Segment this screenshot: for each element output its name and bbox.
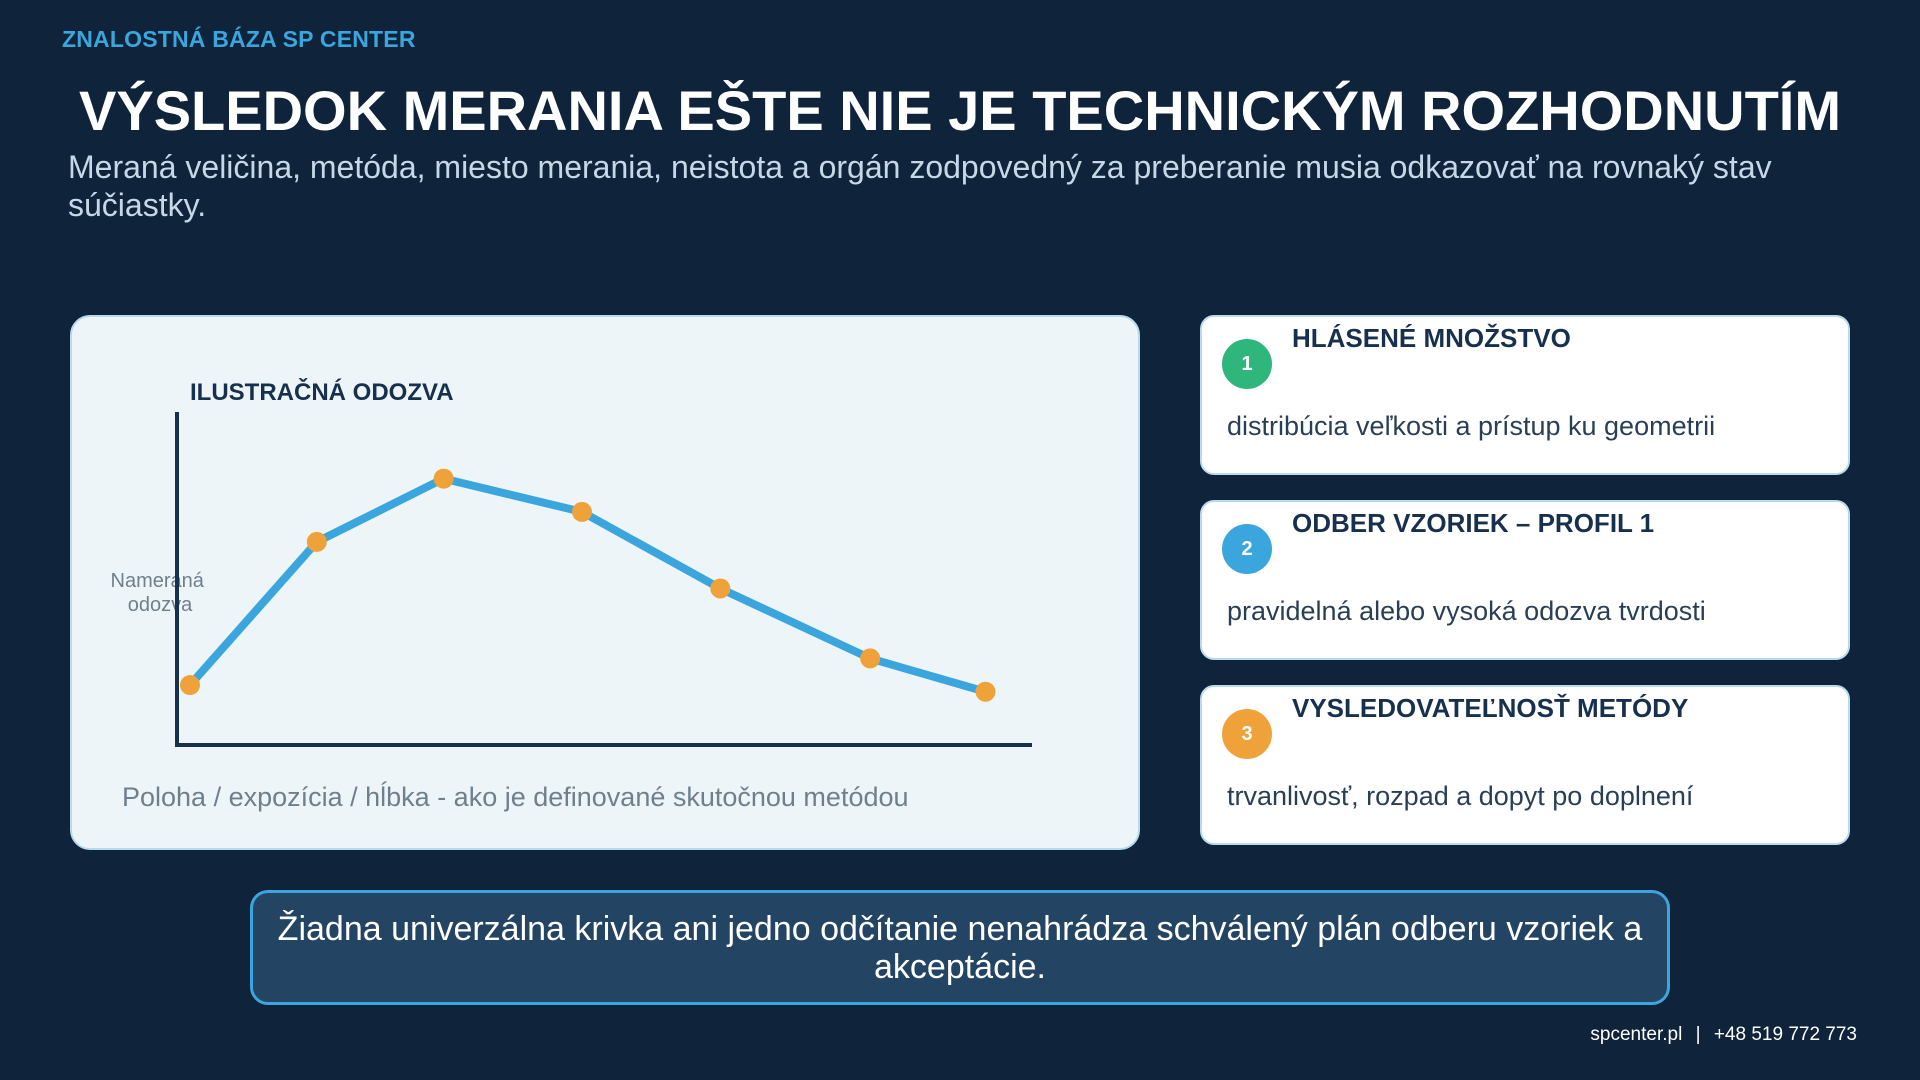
data-point-4 — [571, 501, 592, 522]
card-method-traceability: 3 VYSLEDOVATEĽNOSŤ METÓDY trvanlivosť, r… — [1200, 685, 1850, 845]
data-point-5 — [710, 578, 731, 599]
brand-label: ZNALOSTNÁ BÁZA SP CENTER — [62, 26, 416, 52]
page-subtitle: Meraná veličina, metóda, miesto merania,… — [68, 149, 1772, 223]
card-description: trvanlivosť, rozpad a dopyt po doplnení — [1227, 781, 1694, 811]
data-point-7 — [975, 681, 996, 702]
y-axis-label: Nameraná odozva — [111, 570, 210, 616]
y-axis-label-line2: odozva — [128, 594, 193, 616]
y-axis-label-line1: Nameraná — [111, 570, 205, 592]
card-description: distribúcia veľkosti a prístup ku geomet… — [1227, 411, 1716, 441]
card-description: pravidelná alebo vysoká odozva tvrdosti — [1227, 596, 1706, 626]
card-title: HLÁSENÉ MNOŽSTVO — [1292, 323, 1571, 353]
card-title: ODBER VZORIEK – PROFIL 1 — [1292, 508, 1655, 538]
card-badge: 3 — [1222, 709, 1272, 759]
card-reported-quantity: 1 HLÁSENÉ MNOŽSTVO distribúcia veľkosti … — [1200, 315, 1850, 475]
card-title: VYSLEDOVATEĽNOSŤ METÓDY — [1292, 693, 1689, 723]
response-chart: ILUSTRAČNÁ ODOZVA Nameraná odozva — [111, 378, 1032, 747]
bottom-note-text: Žiadna univerzálna krivka ani jedno odčí… — [277, 909, 1643, 986]
chart-card: ILUSTRAČNÁ ODOZVA Nameraná odozva Poloha… — [70, 315, 1140, 850]
card-badge: 2 — [1222, 524, 1272, 574]
page-title: VÝSLEDOK MERANIA EŠTE NIE JE TECHNICKÝM … — [78, 79, 1842, 142]
chart-title: ILUSTRAČNÁ ODOZVA — [190, 378, 454, 406]
chart-caption: Poloha / expozícia / hĺbka - ako je defi… — [122, 782, 909, 812]
footer-website[interactable]: spcenter.pl — [1590, 1024, 1683, 1045]
footer-separator: | — [1695, 1024, 1701, 1045]
footer-contact: spcenter.pl | +48 519 772 773 — [1590, 1024, 1857, 1046]
data-point-2 — [306, 531, 327, 552]
card-sampling-profile: 2 ODBER VZORIEK – PROFIL 1 pravidelná al… — [1200, 500, 1850, 660]
data-point-3 — [433, 468, 454, 489]
bottom-note: Žiadna univerzálna krivka ani jedno odčí… — [250, 890, 1670, 1005]
data-point-1 — [180, 675, 200, 696]
footer-phone[interactable]: +48 519 772 773 — [1713, 1024, 1857, 1045]
card-badge: 1 — [1222, 339, 1272, 389]
data-point-6 — [860, 648, 881, 669]
